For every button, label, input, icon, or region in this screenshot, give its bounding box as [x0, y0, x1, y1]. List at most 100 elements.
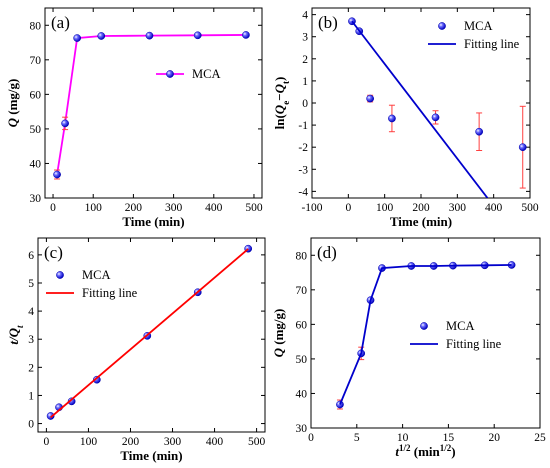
x-tick-label: 400	[205, 202, 223, 214]
plot-frame	[37, 237, 266, 433]
x-tick-label: 200	[125, 202, 143, 214]
y-tick-label: 60	[296, 319, 308, 331]
y-tick-label: 4	[28, 306, 34, 318]
y-tick-label: 4	[302, 10, 308, 22]
x-tick-label: 500	[245, 202, 263, 214]
panel-label: (b)	[318, 13, 338, 32]
legend-label: Fitting line	[464, 37, 520, 51]
legend-marker	[56, 271, 64, 279]
y-tick-label: -2	[298, 142, 308, 154]
y-tick-label: 6	[28, 250, 34, 262]
y-tick-label: -3	[298, 164, 308, 176]
chart-panel-a: 0 100 200 300 400 500 30 40 50 60 70 80 (a) Time (min…	[5, 7, 263, 229]
x-tick-label: 500	[248, 436, 266, 448]
legend: MCA Fitting line	[428, 19, 520, 51]
data-point	[475, 127, 483, 136]
series-line-1	[50, 248, 249, 419]
legend: MCA Fitting line	[410, 319, 502, 351]
y-tick-label: 80	[30, 20, 42, 32]
panel-label: (a)	[51, 13, 70, 32]
y-axis-label: ln(Qe−Qt)	[272, 77, 291, 130]
y-tick-label: 60	[30, 89, 42, 101]
x-tick-label: 0	[44, 436, 50, 448]
x-tick-label: 0	[50, 202, 56, 214]
x-tick-label: 500	[521, 202, 539, 214]
y-tick-label: 1	[302, 76, 308, 88]
legend: MCA Fitting line	[46, 268, 138, 300]
x-tick-label: 15	[443, 432, 455, 444]
y-tick-label: 70	[30, 55, 42, 67]
x-tick-label: 10	[397, 432, 409, 444]
data-point	[431, 113, 440, 122]
chart-panel-b: -100 0 100 200 300 400 500 -4 -3 -2 -1 0 1 2 3 4 (b) Time…	[272, 7, 539, 229]
y-tick-label: 70	[296, 285, 308, 297]
data-point	[366, 94, 374, 103]
x-tick-label: 300	[165, 202, 183, 214]
x-tick-label: 200	[122, 436, 140, 448]
y-tick-label: 50	[30, 124, 42, 136]
data-point	[388, 114, 396, 123]
y-tick-label: 30	[296, 423, 308, 435]
y-axis-label: Q (mg/g)	[5, 79, 20, 128]
y-tick-label: 40	[296, 388, 308, 400]
x-tick-label: 100	[80, 436, 98, 448]
legend-label: MCA	[446, 319, 474, 333]
x-axis-label: Time (min)	[122, 214, 184, 229]
series-line-0	[56, 34, 246, 175]
data-point	[53, 170, 61, 179]
y-tick-label: 50	[296, 354, 308, 366]
legend-label: MCA	[464, 19, 492, 33]
x-tick-label: 100	[85, 202, 103, 214]
y-tick-label: 2	[28, 362, 34, 374]
y-axis-label: Q (mg/g)	[271, 309, 286, 358]
legend-label: Fitting line	[446, 337, 502, 351]
legend-label: MCA	[82, 268, 110, 282]
data-point	[518, 143, 527, 152]
panel-label: (d)	[317, 243, 337, 262]
legend: MCA	[156, 67, 220, 81]
x-tick-label: 400	[485, 202, 503, 214]
panel-label: (c)	[44, 243, 63, 262]
x-tick-label: 300	[164, 436, 182, 448]
data-point	[46, 412, 55, 420]
legend-label: MCA	[192, 67, 220, 81]
y-tick-label: 0	[28, 419, 34, 431]
x-tick-label: 25	[534, 432, 546, 444]
plot-frame	[44, 7, 263, 199]
data-point	[193, 31, 202, 40]
data-point	[93, 375, 101, 384]
legend-marker	[438, 22, 446, 30]
legend-marker	[420, 322, 428, 330]
plot-frame	[310, 237, 541, 429]
data-point	[61, 119, 69, 128]
x-axis-label: t1/2 (min1/2)	[395, 443, 455, 459]
y-tick-label: -1	[298, 120, 308, 132]
x-tick-label: 20	[488, 432, 500, 444]
data-point	[242, 31, 250, 39]
y-tick-label: 40	[30, 158, 42, 170]
y-tick-label: 0	[302, 98, 308, 110]
x-tick-label: 0	[308, 432, 314, 444]
chart-panel-d: 0 5 10 15 20 25 30 40 50 60 70 80 (d) t1/2 (min1/2) Q …	[271, 237, 546, 459]
x-tick-label: 0	[345, 202, 351, 214]
y-tick-label: 5	[28, 278, 34, 290]
x-tick-label: 200	[412, 202, 430, 214]
x-axis-label: Time (min)	[390, 214, 452, 229]
y-tick-label: 3	[28, 334, 34, 346]
y-tick-label: 3	[302, 32, 308, 44]
y-tick-label: 1	[28, 390, 34, 402]
y-tick-label: -4	[298, 186, 308, 198]
series-line-1	[339, 264, 512, 405]
x-axis-label: Time (min)	[120, 448, 182, 463]
y-tick-label: 80	[296, 250, 308, 262]
data-point	[97, 32, 106, 40]
data-point	[145, 31, 154, 40]
legend-marker	[166, 70, 174, 78]
x-tick-label: -100	[301, 202, 322, 214]
y-tick-label: 2	[302, 54, 308, 66]
x-tick-label: 5	[354, 432, 360, 444]
series-line-1	[351, 20, 489, 198]
y-tick-label: 30	[30, 193, 42, 205]
legend-label: Fitting line	[82, 286, 138, 300]
